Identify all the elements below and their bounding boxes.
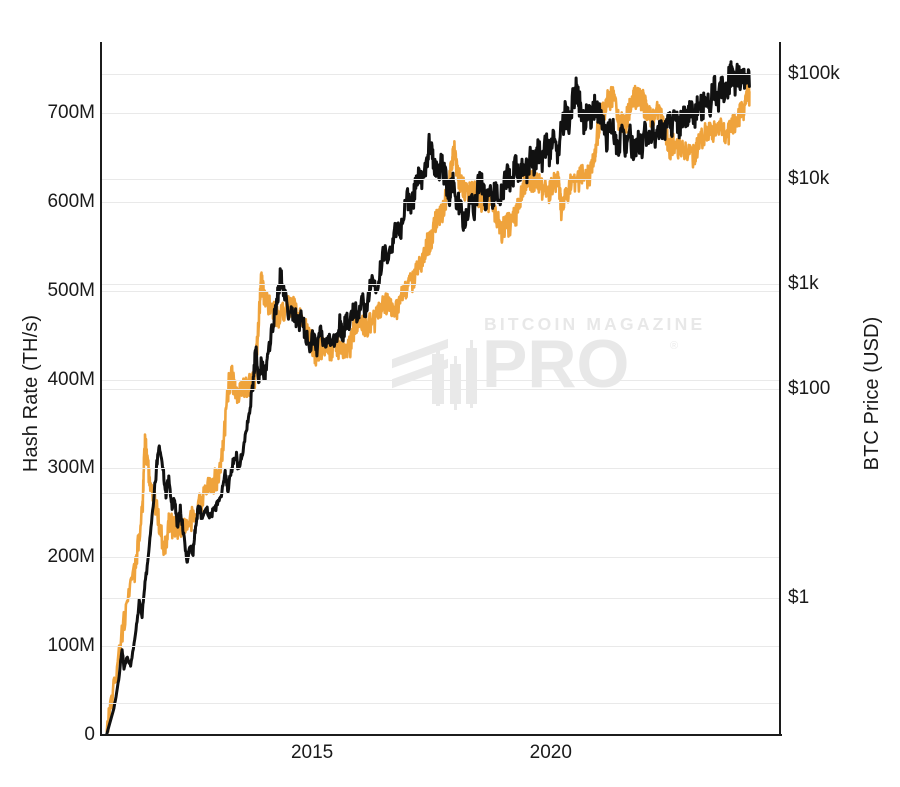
axis-tick-label: 600M <box>47 190 95 212</box>
axis-tick-label: 300M <box>47 457 95 479</box>
axis-tick-label: 400M <box>47 368 95 390</box>
gridline <box>102 113 780 114</box>
gridline <box>102 380 780 381</box>
axis-tick-label: $1 <box>788 587 810 609</box>
gridline <box>102 389 780 390</box>
gridline <box>102 493 780 494</box>
y-axis-left-title: Hash Rate (TH/s) <box>20 314 42 473</box>
y-axis-right-title: BTC Price (USD) <box>861 316 883 471</box>
axis-tick-label: 200M <box>47 546 95 568</box>
gridline <box>102 74 780 75</box>
gridline <box>102 646 780 647</box>
gridline <box>102 291 780 292</box>
gridline <box>102 179 780 180</box>
btc-price-line <box>105 79 751 734</box>
x-axis-tick-label: 2020 <box>529 742 572 763</box>
axis-tick-label: $100k <box>788 62 840 84</box>
axis-tick-label: $1k <box>788 272 819 294</box>
gridline <box>102 202 780 203</box>
x-axis-tick-label: 2015 <box>290 742 334 763</box>
plot-area: BITCOIN MAGAZINE PRO ® <box>102 42 780 735</box>
axis-spine-left <box>100 42 103 736</box>
axis-tick-label: 0 <box>84 724 95 745</box>
gridline <box>102 468 780 469</box>
gridline <box>102 557 780 558</box>
gridline <box>102 703 780 704</box>
hash-rate-line <box>105 60 751 735</box>
axis-tick-label: 500M <box>47 279 95 301</box>
axis-tick-label: $10k <box>788 167 830 189</box>
axis-tick-label: 700M <box>47 102 95 124</box>
axis-spine-right <box>779 42 782 736</box>
gridline <box>102 598 780 599</box>
gridline <box>102 284 780 285</box>
axis-tick-label: $100 <box>788 377 831 399</box>
series-paths <box>105 60 751 735</box>
axis-spine-bottom <box>100 734 782 737</box>
axis-tick-label: 100M <box>47 635 95 657</box>
